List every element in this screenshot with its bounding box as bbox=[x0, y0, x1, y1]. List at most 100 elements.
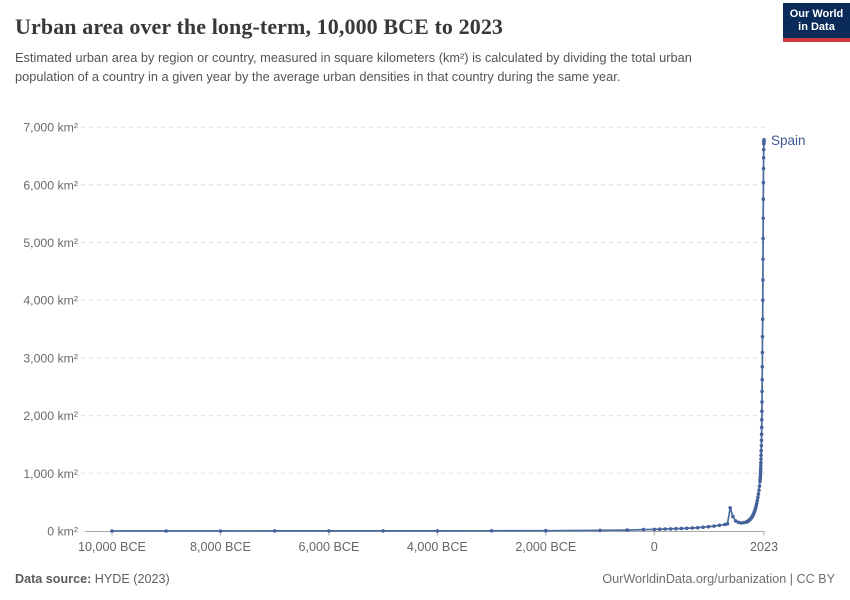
data-point[interactable] bbox=[761, 298, 765, 303]
owid-logo[interactable]: Our World in Data bbox=[783, 3, 850, 42]
data-point[interactable] bbox=[733, 519, 738, 523]
chart-subtitle: Estimated urban area by region or countr… bbox=[15, 50, 692, 85]
y-axis-tick-label: 2,000 km² bbox=[23, 409, 78, 423]
owid-logo-line1: Our World bbox=[789, 8, 844, 20]
data-point[interactable] bbox=[759, 457, 763, 461]
data-point[interactable] bbox=[695, 525, 700, 530]
y-axis-tick-label: 3,000 km² bbox=[23, 351, 78, 365]
data-point[interactable] bbox=[762, 138, 766, 142]
data-point[interactable] bbox=[674, 526, 678, 531]
data-point[interactable] bbox=[759, 463, 763, 468]
data-point[interactable] bbox=[759, 425, 764, 430]
x-axis-tick-label: 10,000 BCE bbox=[78, 540, 146, 554]
data-point[interactable] bbox=[761, 236, 765, 241]
data-point[interactable] bbox=[218, 529, 223, 533]
data-point[interactable] bbox=[668, 527, 673, 531]
data-point[interactable] bbox=[761, 166, 766, 171]
data-point[interactable] bbox=[756, 492, 761, 496]
y-axis-tick-label: 5,000 km² bbox=[23, 236, 78, 250]
data-point[interactable] bbox=[641, 527, 646, 532]
data-point[interactable] bbox=[723, 522, 727, 527]
data-point[interactable] bbox=[759, 453, 763, 457]
data-point[interactable] bbox=[272, 529, 277, 533]
data-source-label: Data source: bbox=[15, 572, 92, 586]
chart-title: Urban area over the long-term, 10,000 BC… bbox=[15, 14, 504, 39]
data-point[interactable] bbox=[761, 216, 765, 221]
data-point[interactable] bbox=[760, 377, 764, 382]
owid-logo-red-stripe bbox=[783, 38, 850, 42]
data-point[interactable] bbox=[757, 488, 761, 493]
x-axis-tick-label: 2023 bbox=[750, 540, 778, 554]
data-source-note: Data source: HYDE (2023) bbox=[15, 572, 170, 586]
data-point[interactable] bbox=[701, 525, 705, 529]
owid-logo-text: Our World in Data bbox=[783, 3, 850, 38]
data-point[interactable] bbox=[759, 432, 764, 437]
y-axis-tick-label: 6,000 km² bbox=[23, 178, 78, 192]
data-point[interactable] bbox=[761, 278, 765, 282]
data-point[interactable] bbox=[731, 514, 735, 519]
data-point[interactable] bbox=[685, 526, 689, 531]
data-point[interactable] bbox=[755, 501, 759, 505]
data-point[interactable] bbox=[759, 448, 763, 453]
data-point[interactable] bbox=[761, 197, 766, 201]
data-point[interactable] bbox=[761, 147, 766, 152]
y-axis-tick-label: 0 km² bbox=[47, 525, 78, 539]
data-point[interactable] bbox=[717, 523, 722, 528]
data-point[interactable] bbox=[758, 466, 763, 471]
data-point[interactable] bbox=[759, 444, 764, 448]
owid-citation-link[interactable]: OurWorldinData.org/urbanization | CC BY bbox=[602, 572, 835, 586]
data-point[interactable] bbox=[381, 529, 385, 533]
data-point[interactable] bbox=[759, 460, 763, 465]
data-point[interactable] bbox=[761, 180, 766, 185]
data-point[interactable] bbox=[625, 528, 629, 532]
data-point[interactable] bbox=[756, 495, 760, 500]
data-source-value: HYDE (2023) bbox=[91, 572, 170, 586]
data-point[interactable] bbox=[110, 529, 114, 533]
data-point[interactable] bbox=[736, 520, 741, 525]
data-point[interactable] bbox=[679, 526, 684, 531]
data-point[interactable] bbox=[728, 506, 732, 510]
chart-footer: Data source: HYDE (2023) OurWorldinData.… bbox=[15, 572, 835, 586]
x-axis-tick-label: 8,000 BCE bbox=[190, 540, 251, 554]
data-point[interactable] bbox=[739, 521, 743, 525]
data-point[interactable] bbox=[761, 257, 765, 262]
data-point[interactable] bbox=[663, 527, 667, 531]
series-label-spain[interactable]: Spain bbox=[771, 133, 806, 148]
data-point[interactable] bbox=[706, 524, 711, 529]
data-point[interactable] bbox=[725, 522, 730, 526]
y-axis-tick-label: 4,000 km² bbox=[23, 294, 78, 308]
x-axis-tick-label: 6,000 BCE bbox=[298, 540, 359, 554]
data-point[interactable] bbox=[755, 498, 760, 503]
data-point[interactable] bbox=[598, 528, 602, 533]
x-axis-tick-label: 2,000 BCE bbox=[515, 540, 576, 554]
data-point[interactable] bbox=[760, 350, 765, 355]
y-axis-tick-label: 1,000 km² bbox=[23, 467, 78, 481]
data-point[interactable] bbox=[760, 317, 765, 322]
data-point[interactable] bbox=[742, 520, 746, 525]
data-point[interactable] bbox=[435, 529, 440, 533]
data-point[interactable] bbox=[760, 334, 765, 339]
data-point[interactable] bbox=[652, 527, 657, 532]
data-point[interactable] bbox=[712, 524, 716, 528]
data-point[interactable] bbox=[757, 484, 762, 488]
data-point[interactable] bbox=[760, 389, 764, 394]
owid-logo-line2: in Data bbox=[798, 21, 835, 33]
data-point[interactable] bbox=[760, 400, 764, 404]
data-point[interactable] bbox=[327, 529, 331, 533]
x-axis-tick-label: 0 bbox=[651, 540, 658, 554]
chart-header: Urban area over the long-term, 10,000 BC… bbox=[15, 14, 835, 86]
data-point[interactable] bbox=[544, 528, 548, 533]
data-point[interactable] bbox=[760, 409, 764, 414]
data-point[interactable] bbox=[657, 527, 662, 531]
data-point[interactable] bbox=[760, 365, 765, 369]
data-point[interactable] bbox=[758, 469, 763, 474]
data-point[interactable] bbox=[759, 438, 764, 443]
data-point[interactable] bbox=[489, 529, 494, 533]
data-line-spain[interactable] bbox=[112, 139, 765, 532]
data-point[interactable] bbox=[760, 418, 764, 422]
data-point[interactable] bbox=[164, 529, 168, 533]
data-point[interactable] bbox=[761, 155, 766, 160]
data-point[interactable] bbox=[690, 526, 695, 530]
